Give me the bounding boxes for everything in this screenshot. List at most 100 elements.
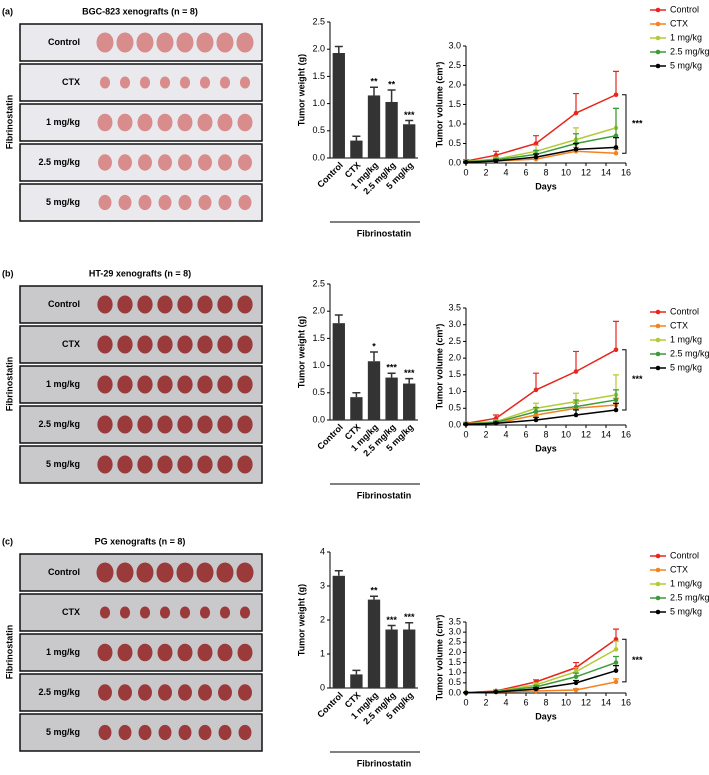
bar	[367, 599, 381, 688]
data-point	[533, 409, 539, 414]
tumor-photo	[157, 335, 173, 354]
error-bar	[334, 569, 343, 576]
data-point	[493, 152, 499, 158]
tumor-photo	[138, 724, 152, 741]
tumor-photo	[98, 194, 112, 211]
data-point	[533, 141, 539, 146]
tumor-photo	[158, 194, 172, 211]
bar	[350, 397, 363, 420]
data-point	[533, 154, 539, 160]
y-tick-label: 2.5	[448, 60, 461, 70]
y-tick-label: 1	[320, 648, 325, 658]
row-label: 1 mg/kg	[46, 117, 80, 127]
y-tick-label: 3.0	[448, 40, 461, 50]
y-tick-label: 3.5	[448, 302, 461, 312]
data-point	[573, 147, 579, 152]
y-tick-label: 0.0	[448, 687, 461, 697]
tumor-photo	[217, 113, 233, 132]
legend-marker	[655, 351, 661, 357]
tumor-photo	[236, 562, 254, 583]
tumor-photo	[97, 295, 113, 314]
tumor-photo	[177, 335, 193, 354]
tumor-photo	[157, 375, 173, 394]
y-tick-label: 3.0	[448, 627, 461, 637]
data-point	[613, 397, 619, 403]
tumor-photo	[97, 335, 113, 354]
error-bar	[370, 595, 378, 600]
tumor-photo	[237, 375, 253, 394]
bar	[385, 377, 398, 420]
y-tick-label: 1.0	[448, 386, 461, 396]
bracket	[622, 94, 627, 154]
x-axis-label: Days	[535, 181, 557, 191]
x-tick-label: 12	[581, 429, 591, 439]
x-tick-label: 4	[503, 429, 508, 439]
legend-label: 1 mg/kg	[670, 578, 702, 588]
y-axis-label: Tumor weight (g)	[296, 54, 306, 126]
x-tick-label: 0	[463, 429, 468, 439]
tumor-photo	[137, 375, 153, 394]
x-tick-label: 12	[581, 697, 591, 707]
y-tick-label: 3.0	[448, 319, 461, 329]
x-tick-label: 0	[463, 697, 468, 707]
tumor-photo	[117, 113, 133, 132]
data-point	[613, 660, 619, 665]
bar	[350, 140, 363, 158]
x-tick-label: 14	[601, 429, 611, 439]
tumor-photo	[219, 606, 231, 619]
tumor-photo	[138, 154, 152, 171]
x-tick-label: Control	[315, 422, 345, 452]
bar	[385, 101, 398, 158]
y-tick-label: 1.0	[312, 98, 325, 108]
legend-label: 1 mg/kg	[670, 334, 702, 344]
y-axis-label: Tumor weight (g)	[296, 316, 306, 388]
tumor-photo	[117, 415, 133, 434]
tumor-photo	[117, 295, 133, 314]
tumor-photo	[138, 684, 152, 701]
x-tick-label: 16	[621, 429, 631, 439]
y-tick-label: 1.5	[448, 99, 461, 109]
tumor-photo	[218, 684, 232, 701]
y-tick-label: 1.5	[448, 369, 461, 379]
data-point	[613, 92, 619, 98]
tumor-photo	[237, 295, 253, 314]
data-point	[463, 422, 469, 427]
panel-title: PG xenografts (n = 8)	[95, 536, 186, 546]
panel-title: BGC-823 xenografts (n = 8)	[82, 6, 198, 16]
bracket	[622, 349, 627, 411]
tumor-photo	[97, 375, 113, 394]
row-label: Control	[48, 567, 80, 577]
tumor-photo	[218, 724, 232, 741]
data-point	[573, 369, 579, 374]
y-axis-label: Tumor volume (cm³)	[434, 62, 444, 148]
error-bar	[387, 89, 396, 102]
tumor-photo	[99, 606, 111, 619]
x-tick-label: 8	[543, 429, 548, 439]
error-bar	[613, 70, 619, 95]
significance: ***	[632, 655, 643, 665]
x-tick-label: 6	[523, 167, 528, 177]
tumor-photo	[198, 194, 212, 211]
y-tick-label: 0.5	[448, 138, 461, 148]
x-tick-label: 2	[483, 697, 488, 707]
y-tick-label: 0.5	[448, 677, 461, 687]
tumor-photo	[137, 295, 153, 314]
series-line	[465, 94, 617, 162]
tumor-photo	[237, 455, 253, 474]
row-label: 2.5 mg/kg	[38, 687, 80, 697]
data-point	[463, 690, 469, 696]
tumor-photo	[98, 154, 112, 171]
error-bar	[387, 372, 396, 378]
legend-label: 5 mg/kg	[670, 606, 702, 616]
y-tick-label: 2.0	[448, 79, 461, 89]
y-tick-label: 2.0	[312, 306, 325, 316]
tumor-photo	[156, 562, 174, 583]
significance: ***	[632, 118, 643, 128]
tumor-photo	[238, 684, 252, 701]
series-line	[465, 399, 617, 425]
legend-label: Control	[670, 550, 699, 560]
legend-label: 5 mg/kg	[670, 362, 702, 372]
legend-marker	[655, 609, 661, 615]
bar	[367, 95, 381, 158]
y-tick-label: 1.5	[312, 333, 325, 343]
